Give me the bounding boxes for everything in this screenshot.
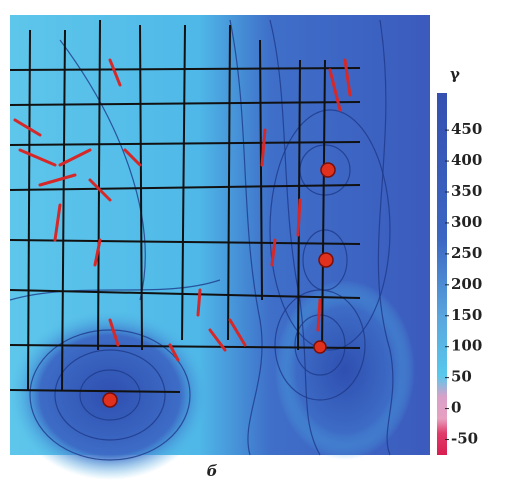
caption: б: [207, 462, 218, 480]
colorbar-tick-label: 450: [451, 120, 482, 138]
anomaly-low: [275, 280, 415, 460]
faults: [13, 58, 352, 362]
colorbar-tick-label: 250: [451, 244, 482, 262]
colorbar-tick-label: 400: [451, 151, 482, 169]
colorbar-tick-label: 350: [451, 182, 482, 200]
colorbar-tick-label: 200: [451, 275, 482, 293]
colorbar: [437, 93, 447, 455]
colorbar-tick-label: 50: [451, 368, 472, 386]
colorbar-tick-label: 0: [451, 399, 461, 417]
colorbar-title: γ: [450, 65, 460, 83]
colorbar-tick-label: 100: [451, 337, 482, 355]
colorbar-tick-label: 300: [451, 213, 482, 231]
colorbar-tick-label: 150: [451, 306, 482, 324]
sources: [102, 162, 336, 408]
colorbar-tick-label: -50: [451, 430, 478, 448]
map: [9, 15, 430, 480]
survey-lines: [9, 19, 361, 393]
